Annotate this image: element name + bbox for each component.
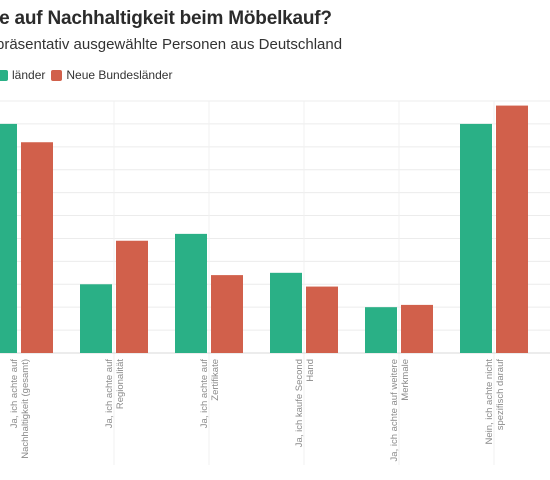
legend-label-neue: Neue Bundesländer xyxy=(66,68,173,82)
bar-neue xyxy=(306,286,338,353)
bar-alte xyxy=(365,307,397,353)
bar-alte xyxy=(0,123,17,353)
chart-title: ie auf Nachhaltigkeit beim Möbelkauf? xyxy=(0,8,332,29)
bar-neue xyxy=(496,105,528,353)
legend-item-alte: länder xyxy=(0,68,45,82)
x-tick-label: Nein, ich achte nichtspezifisch darauf xyxy=(484,359,506,445)
legend-swatch-alte xyxy=(0,69,8,81)
bar-alte xyxy=(80,284,112,353)
bar-neue xyxy=(21,142,53,353)
bar-alte xyxy=(175,233,207,353)
legend-swatch-neue xyxy=(51,69,63,81)
gridlines xyxy=(0,100,550,465)
x-tick-labels: Ja, ich achte aufNachhaltigkeit (gesamt)… xyxy=(9,359,506,462)
x-tick-label: Ja, ich achte aufRegionalität xyxy=(104,359,126,429)
x-tick-label: Ja, ich achte auf weitereMerkmale xyxy=(389,359,411,461)
bar-neue xyxy=(211,275,243,353)
x-tick-label: Ja, ich achte aufZertifikate xyxy=(199,359,221,429)
legend-item-neue: Neue Bundesländer xyxy=(51,68,172,82)
bar-alte xyxy=(270,272,302,353)
bar-alte xyxy=(460,123,492,353)
bar-neue xyxy=(401,304,433,353)
bars xyxy=(0,105,528,353)
x-tick-label: Ja, ich kaufe SecondHand xyxy=(294,359,316,447)
legend: länder Neue Bundesländer xyxy=(0,68,178,82)
chart-subtitle: präsentativ ausgewählte Personen aus Deu… xyxy=(0,36,343,53)
bar-neue xyxy=(116,240,148,353)
legend-label-alte: länder xyxy=(12,68,46,82)
x-tick-label: Ja, ich achte aufNachhaltigkeit (gesamt) xyxy=(9,359,31,459)
